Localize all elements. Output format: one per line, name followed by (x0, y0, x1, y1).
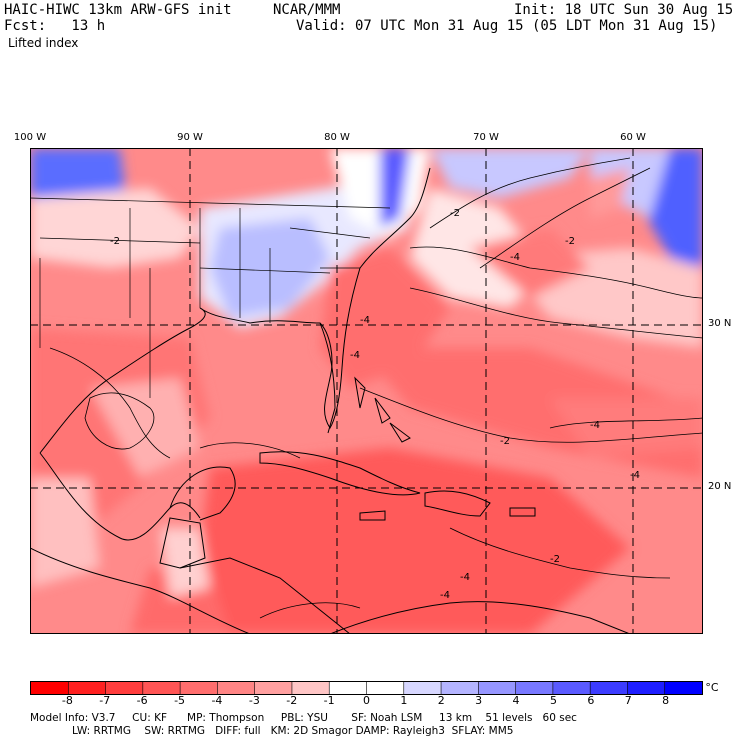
colorbar-swatch (31, 682, 69, 694)
colorbar-swatch (68, 682, 107, 694)
colorbar-label: -1 (323, 694, 335, 707)
longitude-label: 60 W (620, 132, 646, 143)
colorbar-label: -4 (211, 694, 223, 707)
colorbar-swatch (403, 682, 442, 694)
colorbar-swatch (329, 682, 367, 694)
colorbar-label: -8 (61, 694, 73, 707)
contour-label-group: -2 -4 -2 -4 -2 -2 -4 -4 -2 -4 -4 -4 (110, 208, 640, 601)
colorbar-unit: °C (705, 681, 719, 694)
contour-label: -2 (110, 236, 120, 247)
colorbar-swatch (217, 682, 256, 694)
contour-label: -4 (630, 470, 640, 481)
organization-label: NCAR/MMM (273, 2, 341, 18)
colorbar-swatch (664, 682, 702, 694)
contour-label: -4 (590, 420, 600, 431)
colorbar-swatch (441, 682, 479, 694)
init-time: Init: 18 UTC Sun 30 Aug 15 (514, 2, 734, 18)
contour-label: -4 (440, 590, 450, 601)
model-title: HAIC-HIWC 13km ARW-GFS init (4, 2, 232, 18)
colorbar-label: -3 (248, 694, 260, 707)
colorbar-swatch (180, 682, 218, 694)
contours (49, 157, 703, 619)
contour-label: -2 (550, 554, 560, 565)
contour-label: -4 (350, 350, 360, 361)
colorbar-label: 0 (363, 694, 370, 707)
valid-time: Valid: 07 UTC Mon 31 Aug 15 (05 LDT Mon … (296, 18, 718, 34)
colorbar-swatch (590, 682, 628, 694)
map-frame (30, 148, 703, 634)
colorbar-swatch (105, 682, 144, 694)
contour-label: -2 (450, 208, 460, 219)
colorbar-label: 8 (662, 694, 670, 707)
longitude-label: 80 W (324, 132, 350, 143)
latitude-label: 30 N (708, 318, 732, 329)
colorbar-label: -2 (286, 694, 298, 707)
contour-label: -4 (460, 572, 470, 583)
colorbar-swatch (478, 682, 517, 694)
colorbar-label: -7 (99, 694, 111, 707)
longitude-label: 70 W (473, 132, 499, 143)
colorbar-label: -6 (136, 694, 148, 707)
colorbar-label: 5 (549, 694, 557, 707)
colorbar-swatch (142, 682, 181, 694)
colorbar-label: 1 (400, 694, 408, 707)
colorbar-swatch (366, 682, 405, 694)
colorbar-swatch (291, 682, 330, 694)
lifted-index-map: -2 -4 -2 -4 -2 -2 -4 -4 -2 -4 -4 -4 (30, 148, 703, 634)
forecast-hour: Fcst: 13 h (4, 18, 106, 34)
colorbar-swatch (627, 682, 666, 694)
colorbar-swatch (254, 682, 293, 694)
field-name: Lifted index (8, 36, 79, 50)
latitude-label: 20 N (708, 481, 732, 492)
colorbar-label: -5 (174, 694, 186, 707)
longitude-label: 90 W (177, 132, 203, 143)
graticule (30, 148, 703, 634)
contour-label: -2 (565, 236, 575, 247)
colorbar-label: 6 (587, 694, 595, 707)
model-info-line2: LW: RRTMG SW: RRTMG DIFF: full KM: 2D Sm… (72, 725, 514, 737)
colorbar-swatch (552, 682, 591, 694)
longitude-label: 100 W (13, 132, 47, 143)
contour-label: -4 (510, 252, 520, 263)
colorbar-label: 2 (437, 694, 445, 707)
contour-label: -4 (360, 315, 370, 326)
contour-label: -2 (500, 436, 510, 447)
model-info-line1: Model Info: V3.7 CU: KF MP: Thompson PBL… (30, 712, 577, 724)
state-borders (30, 197, 391, 398)
colorbar-label: 3 (475, 694, 483, 707)
colorbar (30, 681, 703, 695)
colorbar-labels: -8 -7 -6 -5 -4 -3 -2 -1 0 1 2 3 4 5 6 7 8 °C (30, 682, 730, 707)
colorbar-label: 7 (624, 694, 632, 707)
colorbar-swatch (515, 682, 554, 694)
coastlines (30, 167, 631, 634)
colorbar-label: 4 (512, 694, 520, 707)
